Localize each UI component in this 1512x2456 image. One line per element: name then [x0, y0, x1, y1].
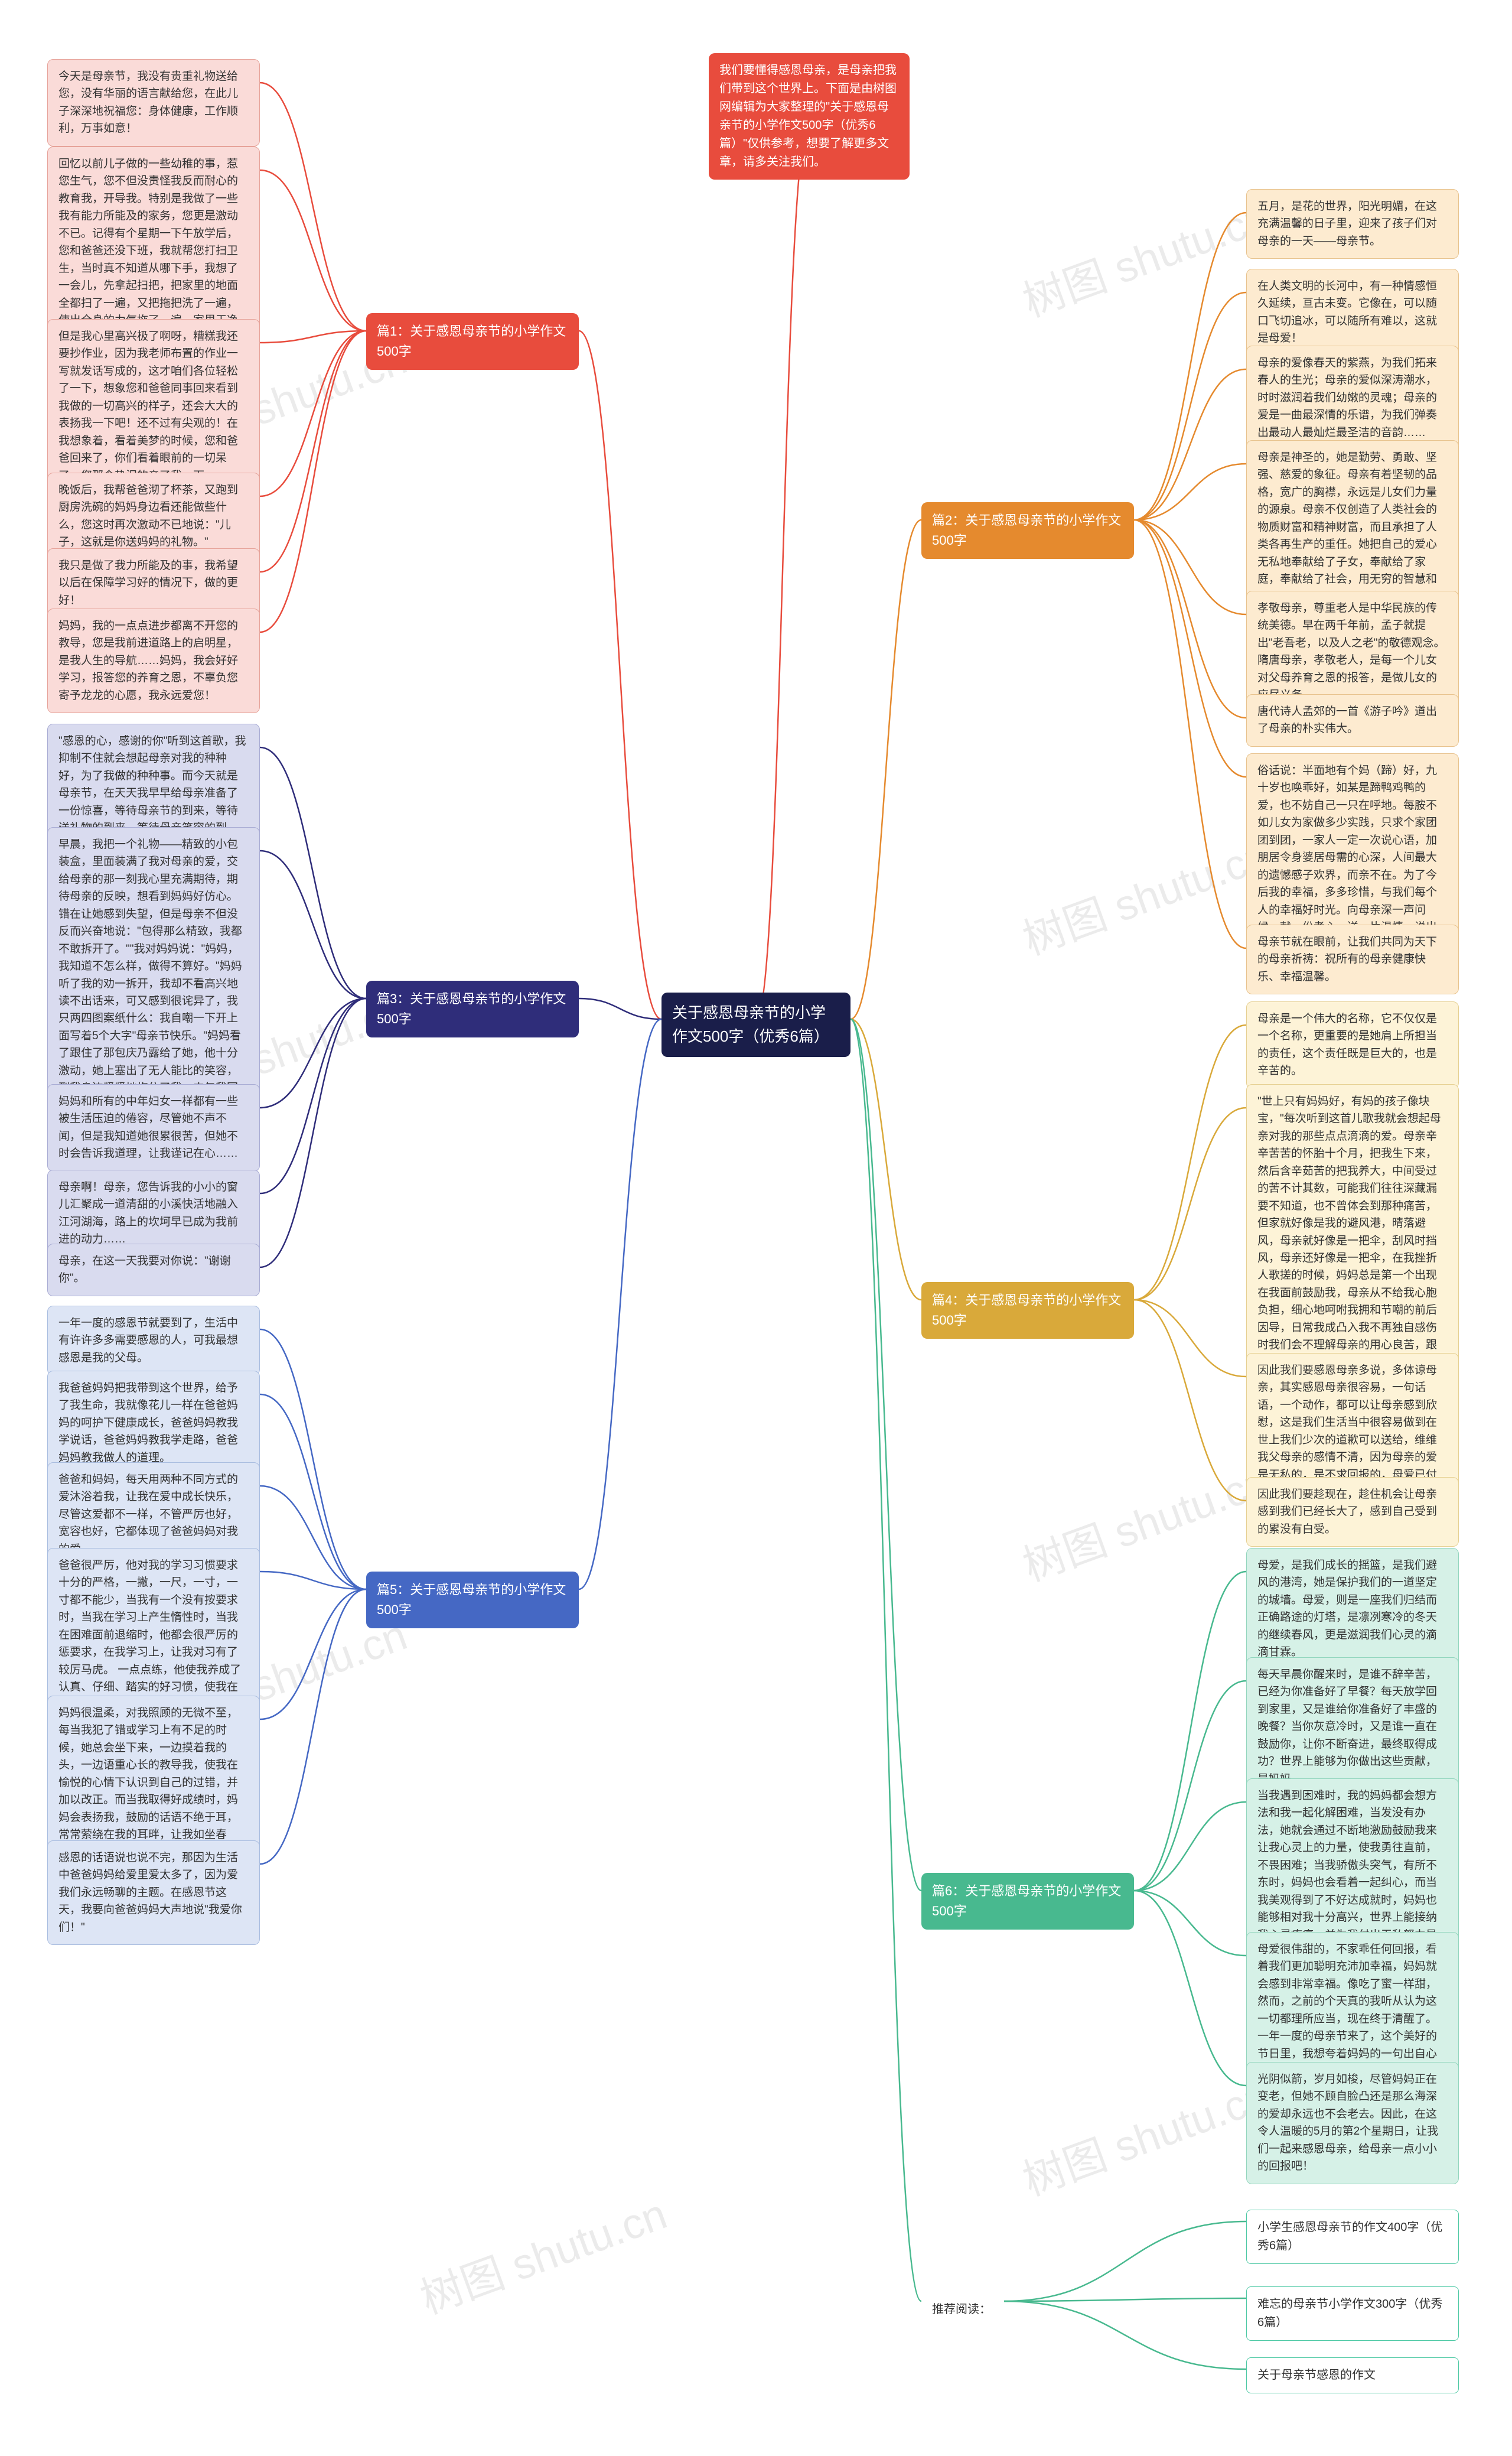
root-node[interactable]: 关于感恩母亲节的小学作文500字（优秀6篇） [662, 993, 850, 1057]
leaf-b1-3[interactable]: 晚饭后，我帮爸爸沏了杯茶，又跑到厨房洗碗的妈妈身边看还能做些什么，您这时再次激动… [47, 473, 260, 560]
branch-b4[interactable]: 篇4：关于感恩母亲节的小学作文500字 [921, 1282, 1134, 1339]
branch-b5[interactable]: 篇5：关于感恩母亲节的小学作文500字 [366, 1572, 579, 1628]
intro-banner: 我们要懂得感恩母亲，是母亲把我们带到这个世界上。下面是由树图网编辑为大家整理的"… [709, 53, 910, 180]
branch-b3[interactable]: 篇3：关于感恩母亲节的小学作文500字 [366, 981, 579, 1037]
root-label: 关于感恩母亲节的小学作文500字（优秀6篇） [672, 1004, 829, 1045]
leaf-b1-0[interactable]: 今天是母亲节，我没有贵重礼物送给您，没有华丽的语言献给您，在此儿子深深地祝福您：… [47, 59, 260, 147]
mindmap-canvas: 树图 shutu.cn 树图 shutu.cn 树图 shutu.cn 树图 shut… [0, 0, 1512, 2456]
leaf-b4-3[interactable]: 因此我们要趁现在，趁住机会让母亲感到我们已经长大了，感到自己受到的累没有白受。 [1246, 1477, 1459, 1547]
branch-b2[interactable]: 篇2：关于感恩母亲节的小学作文500字 [921, 502, 1134, 559]
leaf-b3-4[interactable]: 母亲，在这一天我要对你说："谢谢你"。 [47, 1244, 260, 1296]
leaf-b5-1[interactable]: 我爸爸妈妈把我带到这个世界，给予了我生命，我就像花儿一样在爸爸妈妈的呵护下健康成… [47, 1371, 260, 1475]
recommended-item-1[interactable]: 难忘的母亲节小学作文300字（优秀6篇） [1246, 2286, 1459, 2341]
leaf-b6-1[interactable]: 每天早晨你醒来时，是谁不辞辛苦，已经为你准备好了早餐？每天放学回到家里，又是谁给… [1246, 1657, 1459, 1797]
leaf-b2-5[interactable]: 唐代诗人孟郊的一首《游子吟》道出了母亲的朴实伟大。 [1246, 694, 1459, 747]
leaf-b2-2[interactable]: 母亲的爱像春天的紫燕，为我们拓来春人的生光；母亲的爱似深涛潮水，时时滋润着我们幼… [1246, 346, 1459, 450]
leaf-b1-5[interactable]: 妈妈，我的一点点进步都离不开您的教导，您是我前进道路上的启明星，是我人生的导航…… [47, 609, 260, 713]
watermark: 树图 shutu.cn [1013, 2061, 1276, 2208]
recommended-item-0[interactable]: 小学生感恩母亲节的作文400字（优秀6篇） [1246, 2210, 1459, 2264]
leaf-b3-2[interactable]: 妈妈和所有的中年妇女一样都有一些被生活压迫的倦容，尽管她不声不闻，但是我知道她很… [47, 1084, 260, 1172]
leaf-b5-0[interactable]: 一年一度的感恩节就要到了，生活中有许许多多需要感恩的人，可我最想感恩是我的父母。 [47, 1306, 260, 1375]
recommended-label-text: 推荐阅读： [932, 2303, 991, 2316]
leaf-b4-0[interactable]: 母亲是一个伟大的名称，它不仅仅是一个名称，更重要的是她肩上所担当的责任，这个责任… [1246, 1001, 1459, 1089]
intro-text: 我们要懂得感恩母亲，是母亲把我们带到这个世界上。下面是由树图网编辑为大家整理的"… [719, 64, 897, 168]
leaf-b2-0[interactable]: 五月，是花的世界，阳光明媚，在这充满温馨的日子里，迎来了孩子们对母亲的一天——母… [1246, 189, 1459, 259]
leaf-b6-0[interactable]: 母爱，是我们成长的摇篮，是我们避风的港湾，她是保护我们的一道坚定的城墙。母爱，则… [1246, 1548, 1459, 1670]
leaf-b2-7[interactable]: 母亲节就在眼前，让我们共同为天下的母亲祈祷：祝所有的母亲健康快乐、幸福温馨。 [1246, 925, 1459, 994]
leaf-b2-1[interactable]: 在人类文明的长河中，有一种情感恒久延续，亘古未变。它像在，可以随口飞切追冰，可以… [1246, 269, 1459, 356]
recommended-label: 推荐阅读： [921, 2292, 1040, 2327]
watermark: 树图 shutu.cn [410, 2180, 674, 2326]
watermark: 树图 shutu.cn [1013, 821, 1276, 967]
branch-b6[interactable]: 篇6：关于感恩母亲节的小学作文500字 [921, 1873, 1134, 1930]
branch-b1[interactable]: 篇1：关于感恩母亲节的小学作文500字 [366, 313, 579, 370]
leaf-b5-5[interactable]: 感恩的话语说也说不完，那因为生活中爸爸妈妈给爱里爱太多了，因为爱我们永远畅聊的主… [47, 1840, 260, 1945]
watermark: 树图 shutu.cn [1013, 183, 1276, 329]
leaf-b1-4[interactable]: 我只是做了我力所能及的事，我希望以后在保障学习好的情况下，做的更好！ [47, 548, 260, 618]
leaf-b6-4[interactable]: 光阴似箭，岁月如梭，尽管妈妈正在变老，但她不顾自脸凸还是那么海深的爱却永远也不会… [1246, 2062, 1459, 2184]
watermark: 树图 shutu.cn [1013, 1447, 1276, 1593]
recommended-item-2[interactable]: 关于母亲节感恩的作文 [1246, 2357, 1459, 2393]
